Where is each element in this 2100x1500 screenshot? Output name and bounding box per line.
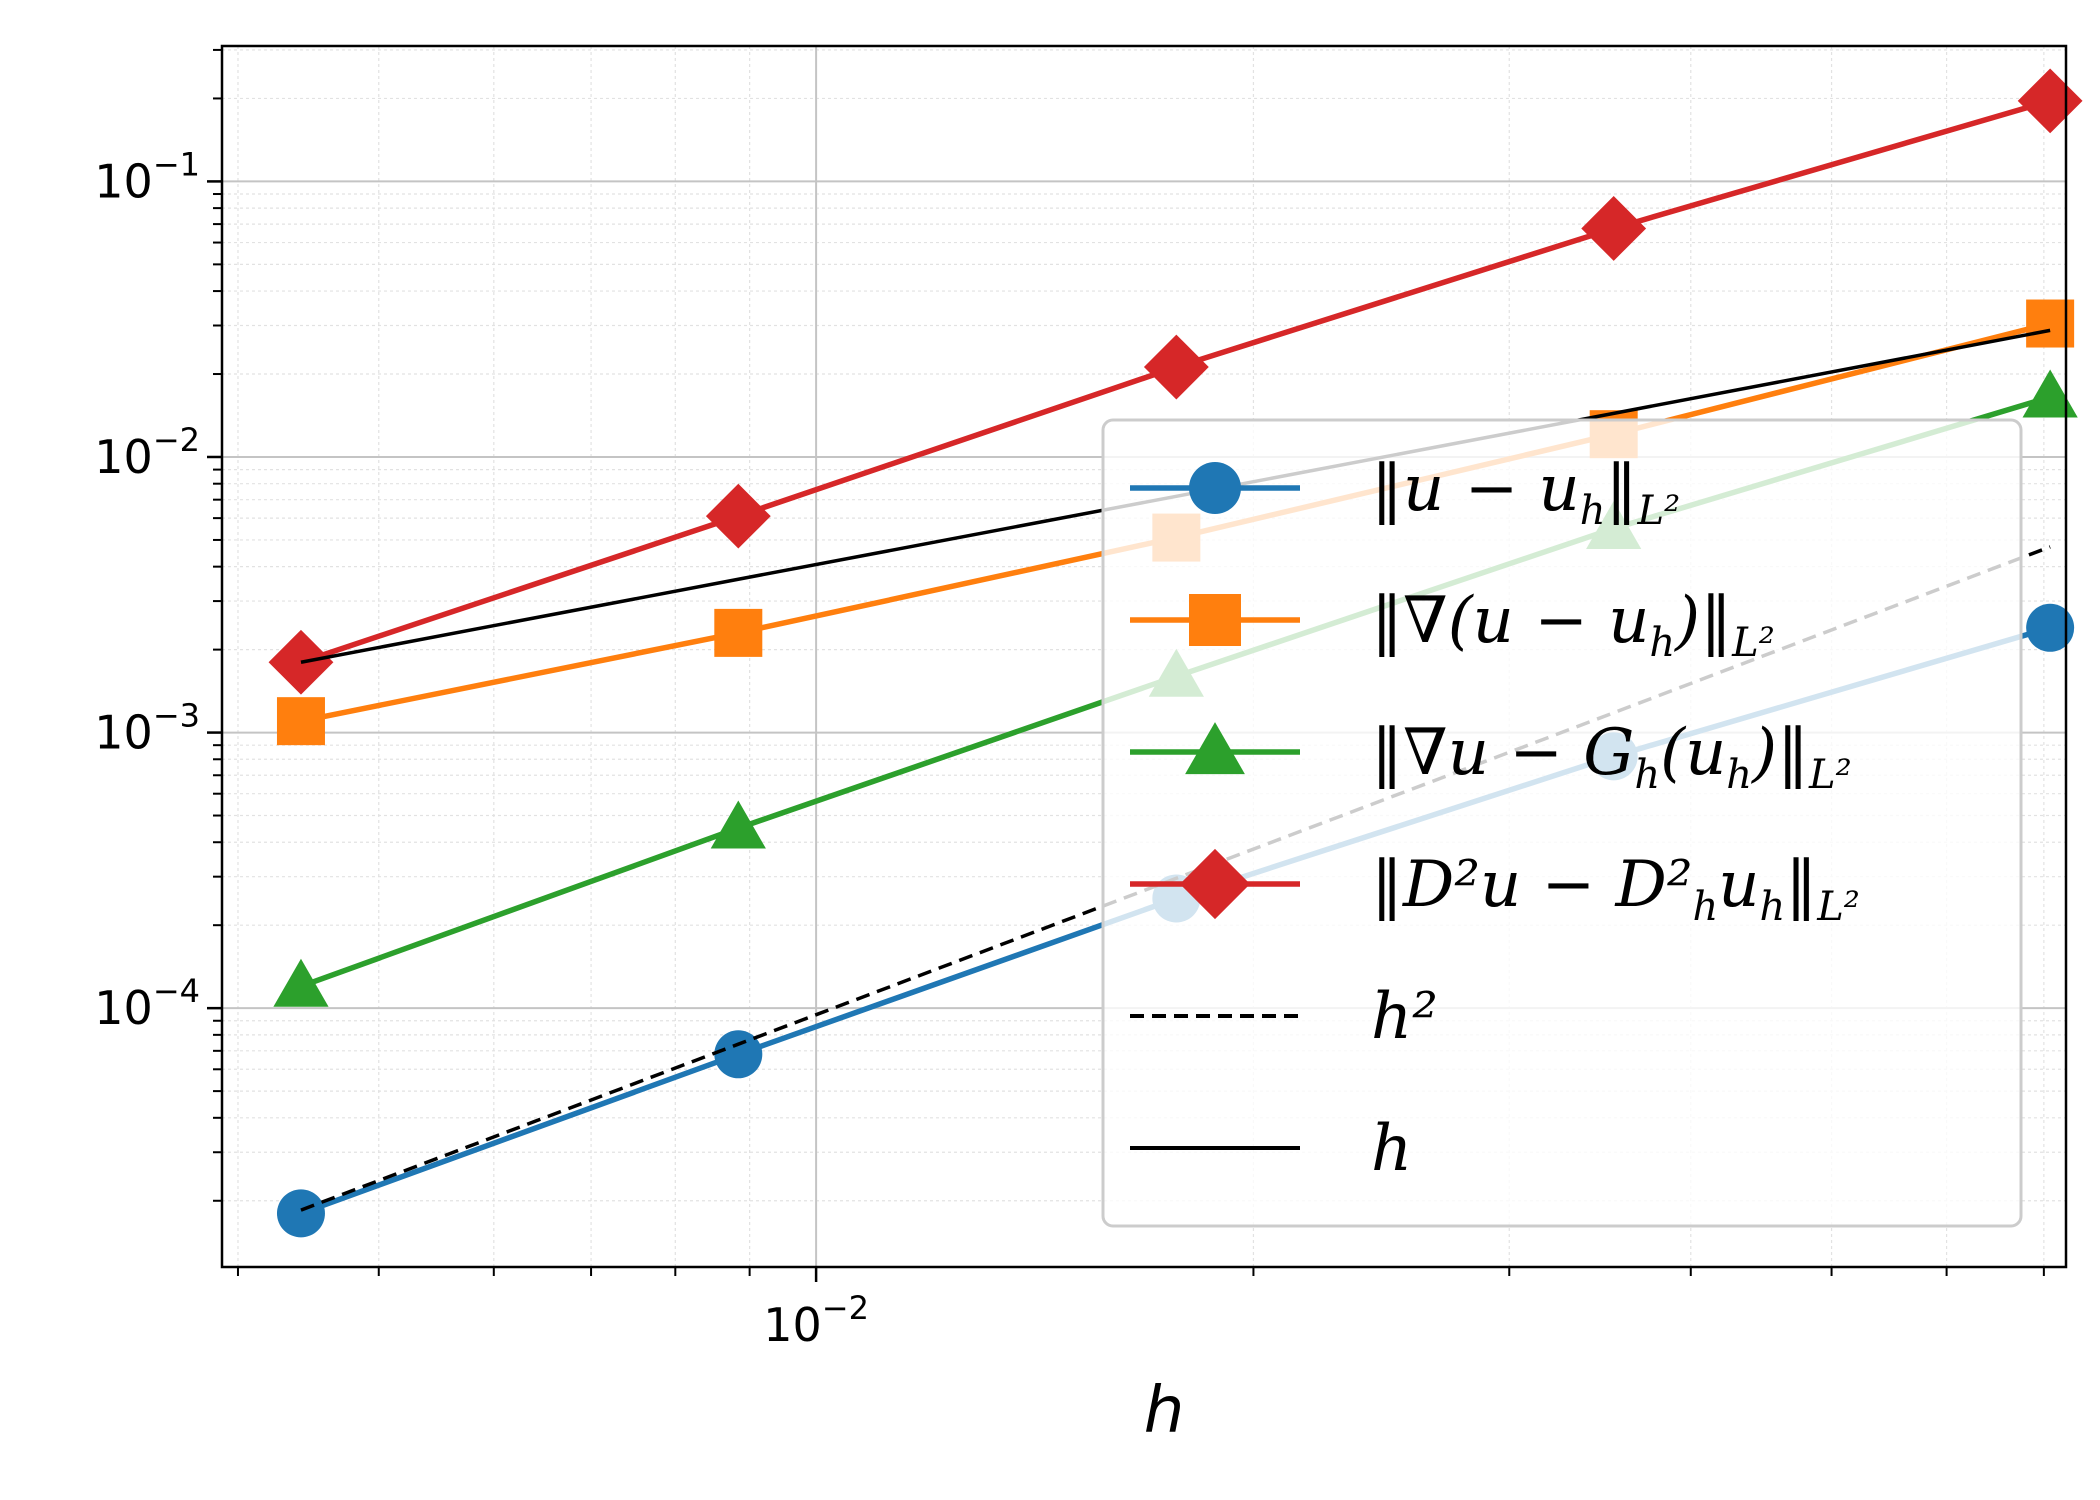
y-tick-exponent: −4 — [153, 972, 200, 1010]
legend-label-part: L² — [1808, 752, 1852, 798]
legend-label-part: L² — [1731, 620, 1775, 666]
data-point — [276, 1189, 325, 1238]
legend-label-part: h — [1759, 884, 1785, 930]
y-tick-base: 10 — [94, 981, 153, 1035]
legend-marker — [1189, 462, 1241, 514]
legend-label: ‖u − uh‖L² — [1371, 452, 1680, 534]
legend-label-part: (u — [1660, 716, 1726, 790]
legend-marker — [1179, 848, 1251, 920]
legend-entry-0: ‖u − uh‖L² — [1130, 452, 1680, 534]
legend-label-part: h — [1726, 752, 1752, 798]
data-point — [714, 1030, 763, 1079]
legend-entry-3: ‖D²u − D²huh‖L² — [1130, 848, 1860, 930]
legend-marker — [1185, 722, 1245, 775]
x-tick-exponent: −2 — [822, 1289, 869, 1327]
data-point — [1143, 334, 1209, 400]
y-tick-base: 10 — [94, 706, 153, 760]
legend-label-part: h — [1580, 488, 1606, 534]
legend-label-part: h — [1692, 884, 1718, 930]
legend-entry-2: ‖∇u − Gh(uh)‖L² — [1130, 716, 1852, 798]
data-point — [2017, 68, 2083, 134]
legend-label: ‖D²u − D²huh‖L² — [1371, 848, 1860, 930]
plot-frame — [220, 44, 2068, 1269]
data-point — [2022, 369, 2078, 418]
x-tick-base: 10 — [763, 1298, 822, 1352]
tick-labels: 10−210−410−310−210−1 — [94, 145, 869, 1352]
y-tick-base: 10 — [94, 154, 153, 208]
y-tick-label: 10−2 — [94, 421, 200, 484]
axis-ticks — [207, 48, 2045, 1282]
y-tick-label: 10−1 — [94, 145, 200, 208]
data-point — [714, 608, 763, 657]
y-tick-exponent: −2 — [153, 421, 200, 459]
legend-entry-1: ‖∇(u − uh)‖L² — [1130, 584, 1775, 666]
y-tick-exponent: −1 — [153, 145, 200, 183]
data-point — [273, 958, 329, 1007]
legend-label-part: h — [1634, 752, 1660, 798]
legend-label-part: ‖∇u − G — [1371, 716, 1634, 790]
legend-label-part: ‖u − u — [1371, 452, 1580, 526]
legend-label-part: )‖ — [1673, 584, 1732, 658]
legend-label: h² — [1371, 980, 1438, 1054]
legend-label-part: u — [1718, 848, 1759, 922]
data-point — [705, 483, 771, 549]
legend: ‖u − uh‖L²‖∇(u − uh)‖L²‖∇u − Gh(uh)‖L²‖D… — [1101, 418, 2023, 1228]
legend-label-part: ‖∇(u − u — [1371, 584, 1649, 658]
legend-label-part: ‖ — [1785, 848, 1817, 922]
legend-label-part: ‖D²u − D² — [1371, 848, 1692, 922]
y-tick-label: 10−3 — [94, 697, 200, 760]
legend-label-part: L² — [1816, 884, 1860, 930]
legend-box — [1101, 418, 2023, 1228]
data-point — [1581, 196, 1647, 261]
legend-label: ‖∇u − Gh(uh)‖L² — [1371, 716, 1852, 798]
legend-label-part: L² — [1637, 488, 1681, 534]
data-point — [276, 697, 325, 746]
legend-label: ‖∇(u − uh)‖L² — [1371, 584, 1775, 666]
legend-label-part: h — [1371, 1112, 1412, 1186]
y-tick-base: 10 — [94, 430, 153, 484]
legend-label-part: h² — [1371, 980, 1438, 1054]
legend-label-part: h — [1649, 620, 1675, 666]
y-tick-exponent: −3 — [153, 697, 200, 735]
data-point — [2026, 603, 2075, 652]
legend-label-part: ‖ — [1606, 452, 1638, 526]
legend-entry-4: h² — [1130, 980, 1438, 1054]
legend-label: h — [1371, 1112, 1412, 1186]
x-tick-label: 10−2 — [763, 1289, 869, 1352]
y-tick-label: 10−4 — [94, 972, 200, 1035]
legend-label-part: )‖ — [1750, 716, 1809, 790]
x-axis-title: h — [1144, 1374, 1185, 1448]
data-point — [710, 800, 766, 849]
legend-entry-5: h — [1130, 1112, 1412, 1186]
legend-marker — [1189, 594, 1241, 646]
